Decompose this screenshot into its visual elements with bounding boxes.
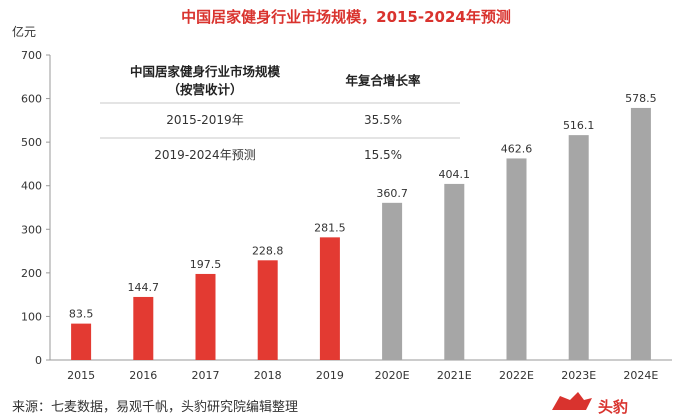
y-tick-label: 0 xyxy=(35,354,42,367)
data-label: 360.7 xyxy=(376,187,408,200)
y-tick-label: 700 xyxy=(21,49,42,62)
data-label: 578.5 xyxy=(625,92,657,105)
y-tick-label: 200 xyxy=(21,267,42,280)
y-tick-label: 300 xyxy=(21,223,42,236)
x-tick-label: 2023E xyxy=(561,369,596,382)
bar-2016 xyxy=(133,296,154,360)
bar-series: 83.5 144.7 197.5 228.8 281.5 360.7 404.1 462.6 5… xyxy=(69,92,657,360)
x-tick-label: 2020E xyxy=(375,369,410,382)
bar-2021E xyxy=(444,183,465,360)
bar-2024E xyxy=(630,107,651,360)
y-tick-label: 500 xyxy=(21,136,42,149)
cagr-table: 中国居家健身行业市场规模 （按营收计） 年复合增长率 2015-2019年 35… xyxy=(100,64,460,162)
brand-logo: 头豹 xyxy=(552,392,628,416)
x-tick-label: 2024E xyxy=(623,369,658,382)
bar-2022E xyxy=(506,158,527,360)
data-label: 144.7 xyxy=(128,281,160,294)
bar-2019 xyxy=(319,237,340,360)
bar-2018 xyxy=(257,260,278,360)
y-tick-label: 100 xyxy=(21,310,42,323)
y-axis-unit: 亿元 xyxy=(12,24,36,39)
y-tick-label: 600 xyxy=(21,93,42,106)
data-label: 83.5 xyxy=(69,308,94,321)
y-axis: 0 100 200 300 400 500 600 700 xyxy=(21,49,51,367)
data-label: 197.5 xyxy=(190,258,222,271)
brand-logo-text: 头豹 xyxy=(598,398,628,416)
table-row-cagr: 35.5% xyxy=(364,113,402,127)
x-axis-labels: 2015 2016 2017 2018 2019 2020E 2021E 2022E 2023E… xyxy=(67,369,658,382)
x-tick-label: 2018 xyxy=(254,369,282,382)
data-label: 404.1 xyxy=(439,168,471,181)
x-tick-label: 2021E xyxy=(437,369,472,382)
data-label: 462.6 xyxy=(501,142,533,155)
x-tick-label: 2019 xyxy=(316,369,344,382)
leopard-logo-icon xyxy=(552,392,592,410)
table-row-period: 2019-2024年预测 xyxy=(154,148,255,162)
bar-2020E xyxy=(382,202,403,360)
x-tick-label: 2016 xyxy=(129,369,157,382)
data-label: 516.1 xyxy=(563,119,595,132)
x-tick-label: 2015 xyxy=(67,369,95,382)
table-header-cagr: 年复合增长率 xyxy=(345,73,421,88)
data-label: 228.8 xyxy=(252,244,284,257)
chart-title: 中国居家健身行业市场规模，2015-2024年预测 xyxy=(181,8,511,26)
table-row-cagr: 15.5% xyxy=(364,148,402,162)
bar-2015 xyxy=(71,323,92,360)
table-header-market: 中国居家健身行业市场规模 xyxy=(130,64,281,79)
data-label: 281.5 xyxy=(314,221,346,234)
x-tick-label: 2017 xyxy=(192,369,220,382)
bar-2023E xyxy=(568,135,589,360)
table-header-market-sub: （按营收计） xyxy=(167,82,242,97)
y-tick-label: 400 xyxy=(21,180,42,193)
x-tick-label: 2022E xyxy=(499,369,534,382)
bar-2017 xyxy=(195,273,216,360)
source-note: 来源：七麦数据，易观千帆，头豹研究院编辑整理 xyxy=(12,400,298,415)
table-row-period: 2015-2019年 xyxy=(166,113,243,127)
